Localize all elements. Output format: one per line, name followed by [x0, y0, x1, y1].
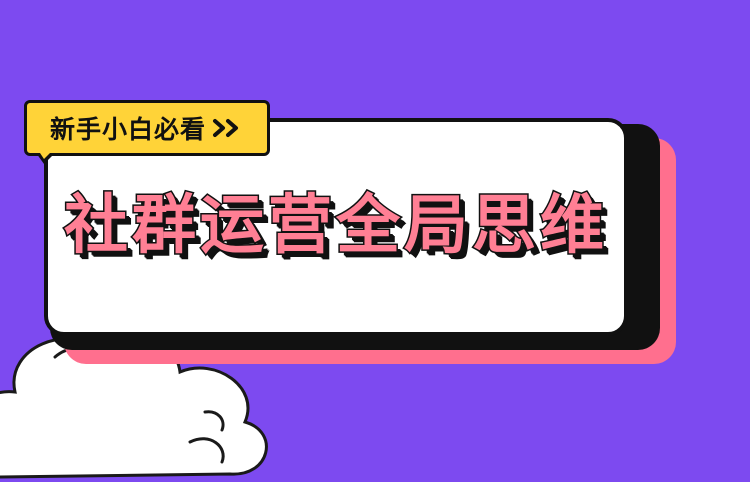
badge-label: 新手小白必看: [49, 115, 206, 144]
headline: 社群运营全局思维: [63, 188, 608, 265]
badge: 新手小白必看: [24, 100, 270, 156]
badge-tail-fill: [38, 150, 53, 159]
double-chevron-right-icon: [213, 119, 238, 137]
